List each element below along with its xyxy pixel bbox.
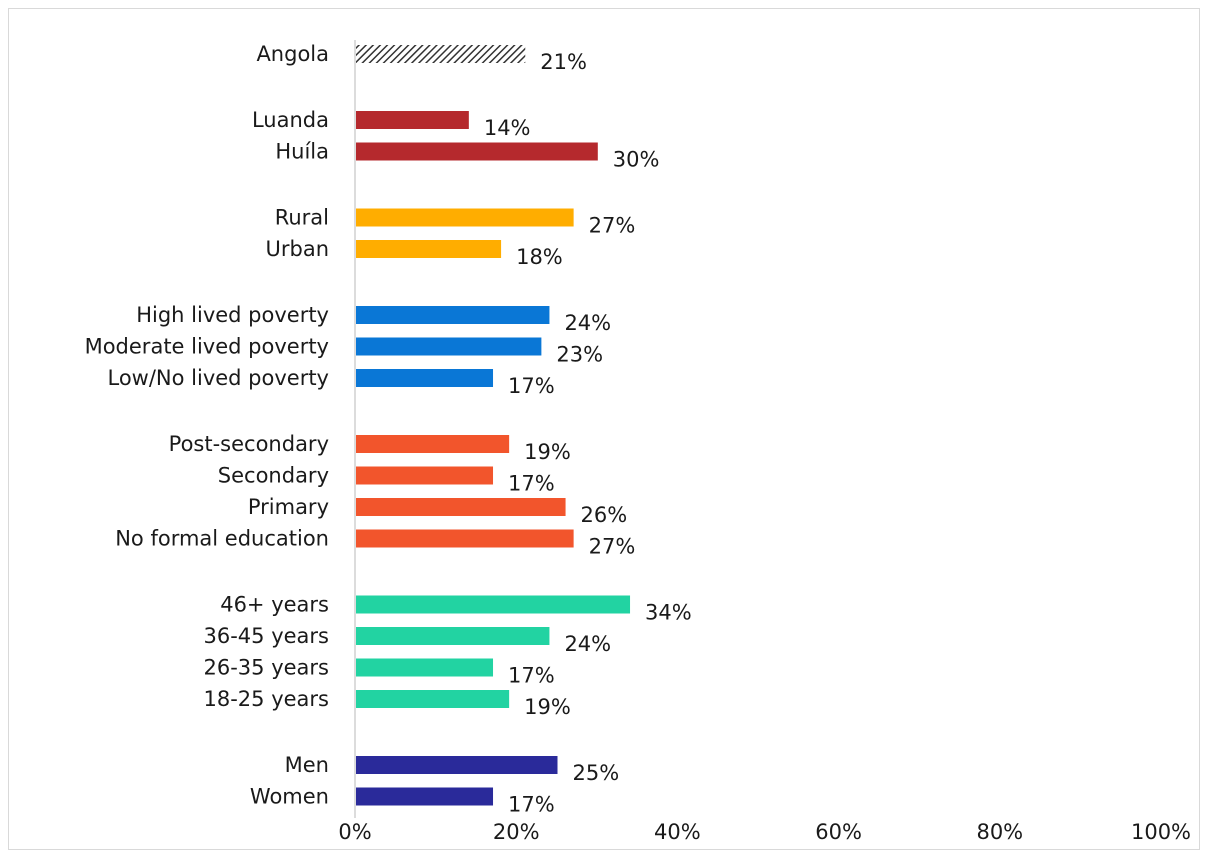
x-tick-label: 100% bbox=[1131, 820, 1191, 844]
value-label: 23% bbox=[556, 343, 603, 367]
value-label: 27% bbox=[589, 535, 636, 559]
bar bbox=[356, 466, 494, 485]
bar bbox=[356, 45, 526, 63]
bar bbox=[356, 208, 574, 227]
value-label: 19% bbox=[524, 695, 571, 719]
value-label: 17% bbox=[508, 664, 555, 688]
bar bbox=[356, 627, 550, 645]
category-label: 46+ years bbox=[220, 593, 329, 617]
value-label: 27% bbox=[589, 214, 636, 238]
x-tick-label: 0% bbox=[338, 820, 371, 844]
bar bbox=[356, 369, 494, 387]
category-label: Rural bbox=[275, 206, 329, 230]
bar bbox=[356, 690, 510, 708]
bar bbox=[356, 111, 469, 129]
value-label: 18% bbox=[516, 245, 563, 269]
bar bbox=[356, 529, 574, 548]
bar bbox=[356, 658, 494, 677]
bar bbox=[356, 595, 631, 614]
value-label: 17% bbox=[508, 374, 555, 398]
bar bbox=[356, 306, 550, 324]
category-label: Men bbox=[285, 753, 329, 777]
bar bbox=[356, 756, 558, 774]
value-label: 24% bbox=[564, 311, 611, 335]
bar bbox=[356, 240, 502, 258]
chart-frame bbox=[8, 8, 1200, 850]
category-label: 36-45 years bbox=[204, 624, 330, 648]
bar bbox=[356, 142, 598, 161]
category-label: 26-35 years bbox=[204, 656, 330, 680]
x-tick-label: 60% bbox=[815, 820, 862, 844]
category-label: Angola bbox=[256, 42, 329, 66]
bar bbox=[356, 787, 494, 806]
category-label: Primary bbox=[248, 495, 329, 519]
bar bbox=[356, 337, 542, 356]
category-label: Huíla bbox=[275, 140, 329, 164]
category-label: High lived poverty bbox=[136, 303, 329, 327]
value-label: 24% bbox=[564, 632, 611, 656]
category-label: No formal education bbox=[115, 527, 329, 551]
x-axis-ticks: 0% 20% 40% 60% 80% 100% bbox=[338, 820, 1191, 844]
value-label: 25% bbox=[573, 761, 620, 785]
category-label: Post-secondary bbox=[169, 432, 329, 456]
category-label: Luanda bbox=[252, 108, 329, 132]
x-tick-label: 20% bbox=[493, 820, 540, 844]
value-label: 17% bbox=[508, 472, 555, 496]
category-label: Urban bbox=[265, 237, 329, 261]
category-label: Low/No lived poverty bbox=[107, 366, 329, 390]
category-label: Women bbox=[250, 785, 329, 809]
x-tick-label: 40% bbox=[654, 820, 701, 844]
bars-layer: Angola 21% Luanda 14% Huíla 30% Rural 27% Urban 1… bbox=[85, 42, 692, 817]
value-label: 14% bbox=[484, 116, 531, 140]
value-label: 19% bbox=[524, 440, 571, 464]
bar bbox=[356, 498, 566, 516]
category-label: Secondary bbox=[218, 464, 329, 488]
bar bbox=[356, 435, 510, 453]
category-label: 18-25 years bbox=[204, 687, 330, 711]
value-label: 17% bbox=[508, 793, 555, 817]
value-label: 30% bbox=[613, 148, 660, 172]
value-label: 34% bbox=[645, 601, 692, 625]
x-tick-label: 80% bbox=[976, 820, 1023, 844]
value-label: 21% bbox=[540, 50, 587, 74]
value-label: 26% bbox=[581, 503, 628, 527]
category-label: Moderate lived poverty bbox=[85, 335, 329, 359]
